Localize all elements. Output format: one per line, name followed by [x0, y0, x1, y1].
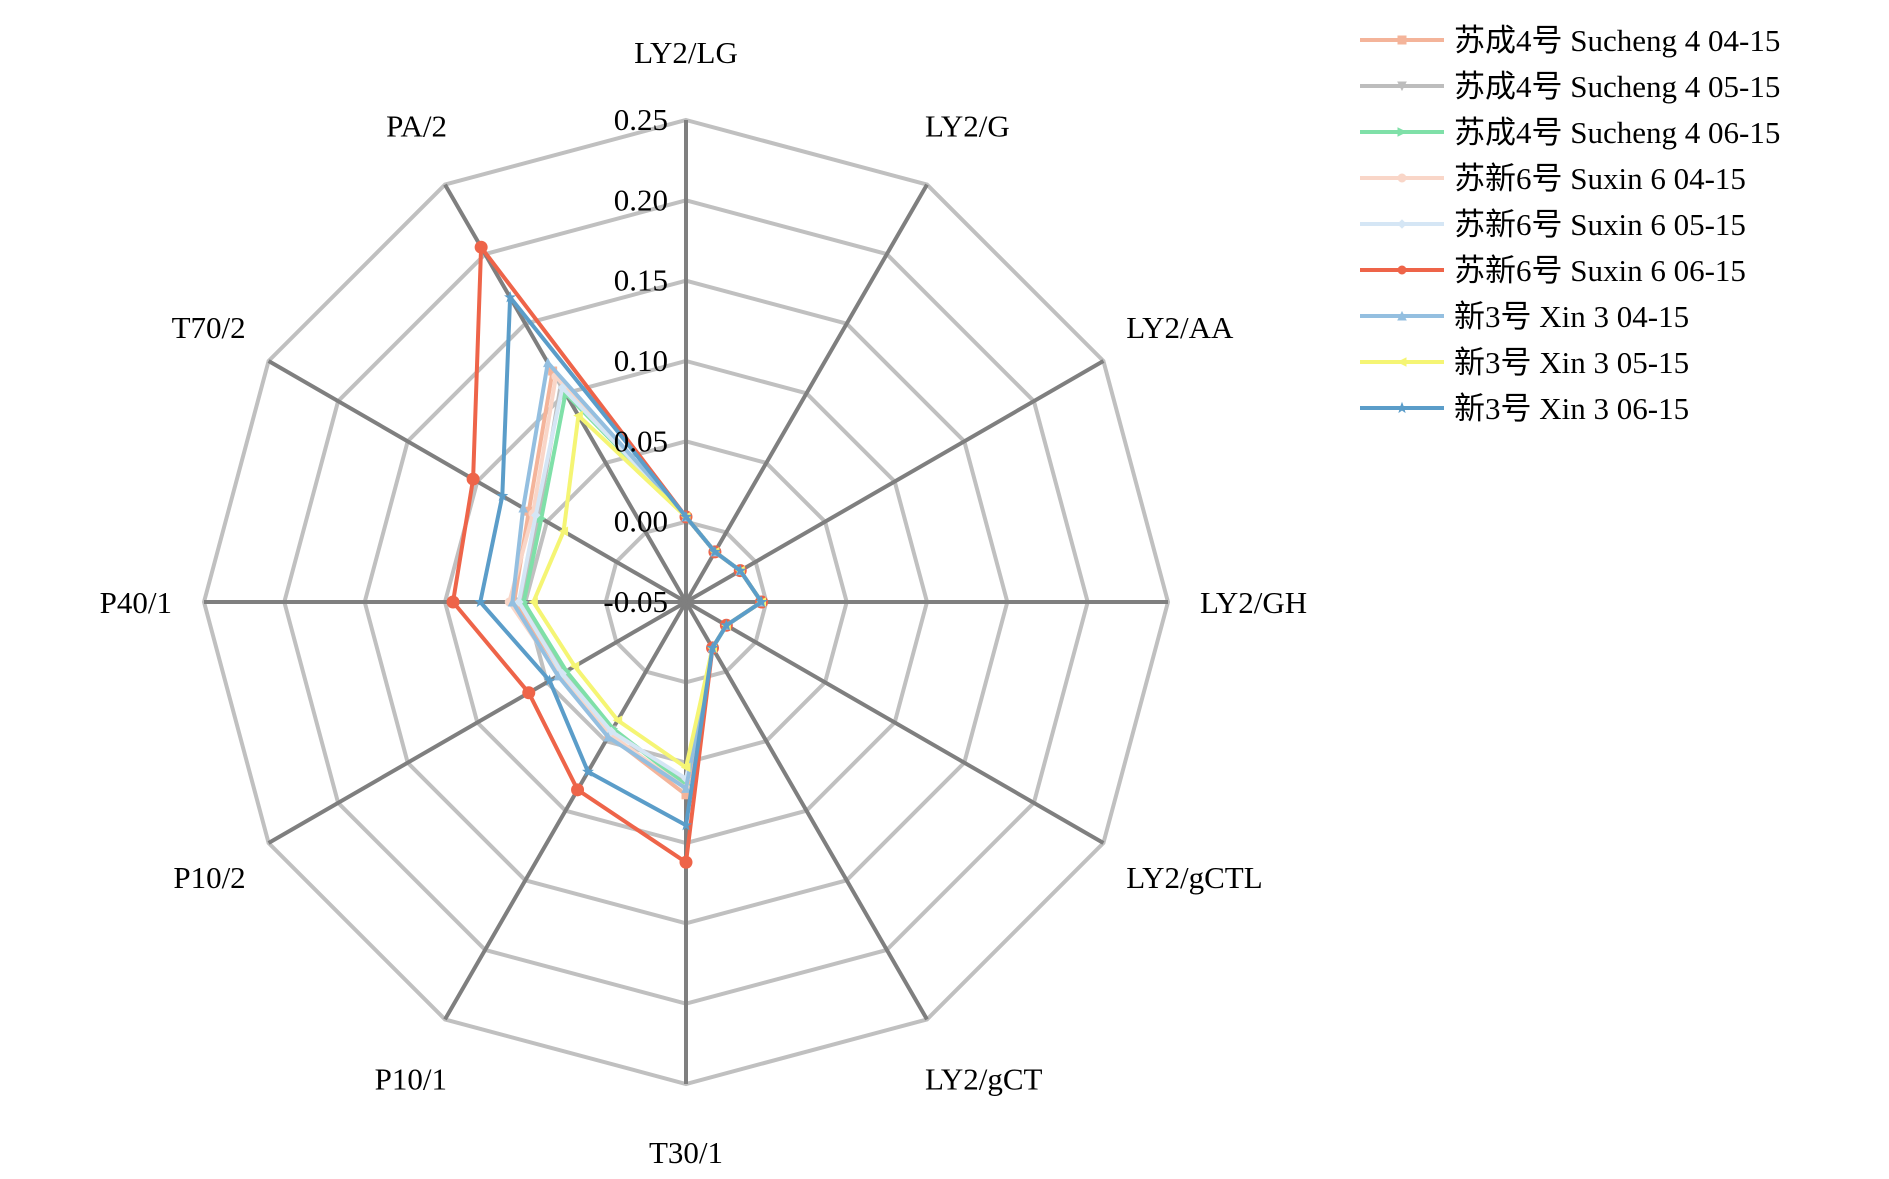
data-point — [522, 686, 536, 700]
data-point — [612, 715, 623, 726]
data-point — [679, 819, 693, 831]
data-point — [603, 731, 613, 742]
axis-label-t70-2: T70/2 — [172, 310, 246, 345]
legend-layer: 苏成4号 Sucheng 4 04-15 苏成4号 Sucheng 4 05-15… — [1360, 23, 1780, 426]
axis-label-ly2-aa: LY2/AA — [1126, 310, 1234, 345]
legend-marker — [1395, 401, 1409, 414]
legend-item[interactable]: 苏成4号 Sucheng 4 05-15 — [1360, 69, 1780, 104]
axis-label-p40-1: P40/1 — [100, 585, 172, 620]
axis-label-layer: LY2/LG LY2/G LY2/AA LY2/GH LY2/gCTL LY2/gCT T3… — [100, 35, 1307, 1170]
series-layer — [446, 240, 769, 869]
legend-item[interactable]: 苏成4号 Sucheng 4 04-15 — [1360, 23, 1780, 58]
data-point — [680, 762, 691, 773]
data-point — [709, 545, 721, 557]
data-point — [543, 674, 556, 686]
spoke-p10-2 — [267, 600, 688, 845]
data-point — [531, 510, 541, 520]
data-point — [558, 526, 569, 537]
legend-item[interactable]: 苏新6号 Suxin 6 04-15 — [1360, 161, 1746, 196]
legend-label: 苏新6号 Suxin 6 06-15 — [1454, 253, 1746, 288]
spoke-p10-1 — [443, 600, 688, 1021]
data-point — [706, 641, 719, 653]
data-point — [681, 783, 691, 793]
legend-label: 苏成4号 Sucheng 4 04-15 — [1454, 23, 1780, 58]
data-point — [504, 291, 516, 303]
data-point — [553, 670, 563, 681]
tick-label: 0.20 — [614, 182, 668, 217]
data-point — [536, 513, 547, 524]
axis-label-p10-2: P10/2 — [173, 860, 245, 895]
legend-item[interactable]: 苏新6号 Suxin 6 06-15 — [1360, 253, 1746, 288]
legend-label: 新3号 Xin 3 06-15 — [1454, 391, 1689, 426]
axis-label-ly2-gct: LY2/gCT — [925, 1061, 1043, 1096]
spoke-ly2-gctl — [684, 600, 1105, 845]
data-point — [571, 783, 585, 797]
data-point — [518, 502, 529, 513]
legend-label: 苏成4号 Sucheng 4 05-15 — [1454, 69, 1780, 104]
axis-label-pa-2: PA/2 — [386, 109, 447, 144]
legend-label: 新3号 Xin 3 04-15 — [1454, 299, 1689, 334]
legend-item[interactable]: 苏新6号 Suxin 6 05-15 — [1360, 207, 1746, 242]
data-point — [573, 410, 583, 421]
legend-marker — [1397, 81, 1407, 92]
data-point — [755, 595, 768, 608]
data-point — [474, 240, 488, 254]
spoke-ly2-aa — [684, 359, 1105, 604]
axis-label-ly2-g: LY2/G — [925, 109, 1010, 144]
tick-label: 0.00 — [614, 504, 668, 539]
data-point — [446, 595, 460, 609]
data-point — [557, 383, 567, 393]
data-point — [543, 357, 553, 368]
data-point — [569, 661, 580, 672]
legend-label: 苏新6号 Suxin 6 04-15 — [1454, 161, 1746, 196]
legend-item[interactable]: 新3号 Xin 3 06-15 — [1360, 391, 1689, 426]
legend-marker — [1397, 265, 1407, 275]
axis-label-p10-1: P10/1 — [375, 1061, 447, 1096]
legend-item[interactable]: 新3号 Xin 3 04-15 — [1360, 299, 1689, 334]
tick-label: 0.05 — [614, 423, 668, 458]
legend-item[interactable]: 新3号 Xin 3 05-15 — [1360, 345, 1689, 380]
data-point — [680, 510, 692, 522]
data-point — [720, 619, 733, 631]
legend-marker — [1397, 35, 1407, 45]
data-point — [734, 564, 747, 576]
spoke-layer — [204, 120, 1168, 1084]
data-point — [679, 855, 693, 869]
data-point — [466, 472, 480, 486]
data-point — [528, 597, 538, 607]
series-8 — [474, 291, 768, 831]
axis-label-ly2-gh: LY2/GH — [1200, 585, 1307, 620]
data-point — [507, 596, 518, 607]
data-point — [606, 726, 616, 737]
data-point — [582, 765, 594, 777]
tick-label: 0.10 — [614, 343, 668, 378]
tick-label: 0.25 — [614, 102, 668, 137]
data-point — [474, 595, 487, 608]
legend-label: 新3号 Xin 3 05-15 — [1454, 345, 1689, 380]
spoke-ly2-gct — [684, 600, 929, 1021]
legend-marker — [1397, 219, 1407, 229]
legend-item[interactable]: 苏成4号 Sucheng 4 06-15 — [1360, 115, 1780, 150]
data-point — [496, 489, 509, 501]
legend-label: 苏新6号 Suxin 6 05-15 — [1454, 207, 1746, 242]
axis-label-ly2-gctl: LY2/gCTL — [1126, 860, 1262, 895]
legend-marker — [1397, 310, 1407, 321]
axis-label-ly2-lg: LY2/LG — [634, 35, 738, 70]
data-point — [514, 597, 524, 607]
legend-marker — [1396, 357, 1407, 367]
tick-label: 0.15 — [614, 263, 668, 298]
axis-label-t30-1: T30/1 — [649, 1135, 723, 1170]
legend-marker — [1397, 127, 1408, 137]
legend-marker — [1397, 173, 1407, 183]
legend-label: 苏成4号 Sucheng 4 06-15 — [1454, 115, 1780, 150]
tick-label: -0.05 — [603, 584, 668, 619]
tick-layer: -0.05 0.00 0.05 0.10 0.15 0.20 0.25 — [603, 102, 668, 619]
spoke-ly2-g — [684, 183, 929, 604]
